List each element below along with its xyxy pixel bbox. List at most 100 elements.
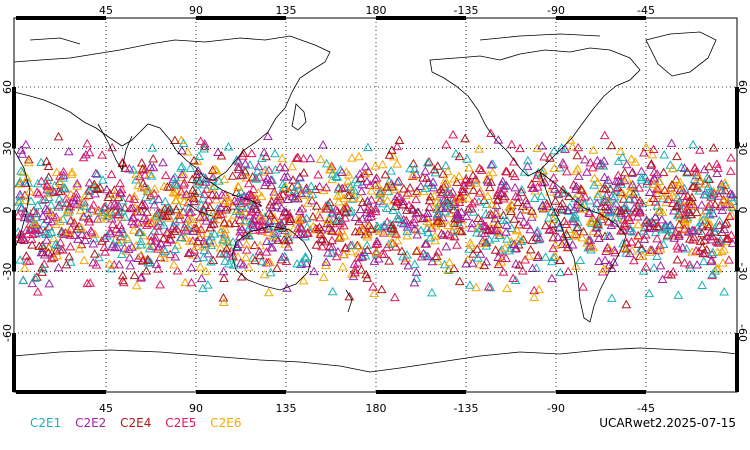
observation-marker <box>603 216 614 226</box>
observation-marker <box>107 219 118 229</box>
observation-marker <box>686 209 697 219</box>
observation-marker <box>63 146 74 156</box>
observation-marker <box>582 238 592 247</box>
observation-marker <box>406 219 416 229</box>
observation-marker <box>618 189 628 198</box>
observation-marker <box>415 181 426 191</box>
observation-marker <box>452 177 462 186</box>
observation-marker <box>409 224 420 233</box>
observation-marker <box>188 226 199 235</box>
observation-marker <box>45 207 56 217</box>
observation-marker <box>613 156 624 165</box>
observation-marker <box>177 145 187 155</box>
observation-marker <box>527 206 537 215</box>
observation-marker <box>248 225 258 234</box>
observation-marker <box>18 275 29 285</box>
observation-marker <box>151 211 162 220</box>
observation-marker <box>43 161 54 171</box>
observation-marker <box>362 196 373 205</box>
observation-marker <box>402 205 412 214</box>
observation-marker <box>65 257 76 266</box>
observation-marker <box>452 213 463 223</box>
observation-marker <box>79 191 90 201</box>
observation-marker <box>681 244 692 253</box>
observation-marker <box>502 234 512 243</box>
observation-marker <box>567 141 578 151</box>
observation-marker <box>212 210 223 219</box>
observation-marker <box>641 261 651 271</box>
observation-marker <box>236 271 247 281</box>
observation-marker <box>634 183 645 192</box>
observation-marker <box>573 222 583 231</box>
observation-marker <box>674 180 685 190</box>
observation-marker <box>240 215 251 225</box>
observation-marker <box>368 281 378 291</box>
observation-marker <box>370 203 381 213</box>
observation-marker <box>452 240 462 249</box>
observation-marker <box>88 182 99 191</box>
observation-marker <box>80 235 91 245</box>
observation-marker <box>480 209 491 219</box>
observation-marker <box>215 248 226 258</box>
observation-marker <box>102 208 113 218</box>
observation-marker <box>192 169 202 179</box>
observation-marker <box>127 203 138 212</box>
observation-marker <box>155 279 165 289</box>
observation-marker <box>354 151 364 161</box>
observation-marker <box>218 293 229 302</box>
observation-marker <box>712 168 722 178</box>
observation-marker <box>705 210 715 219</box>
observation-marker <box>523 251 534 260</box>
observation-marker <box>588 242 599 252</box>
observation-marker <box>230 218 240 228</box>
observation-marker <box>25 211 36 220</box>
observation-marker <box>319 204 330 213</box>
observation-marker <box>153 244 163 253</box>
observation-marker <box>100 233 110 243</box>
observation-marker <box>215 209 226 219</box>
observation-marker <box>402 188 413 197</box>
observation-marker <box>176 163 186 172</box>
legend-item-c2e2: C2E2 <box>75 416 107 430</box>
observation-marker <box>315 212 325 222</box>
observation-marker <box>648 144 659 154</box>
observation-marker <box>705 199 716 208</box>
lon-tick-label: 45 <box>99 402 113 415</box>
observation-marker <box>203 280 213 289</box>
observation-marker <box>649 179 659 189</box>
observation-marker <box>571 184 581 193</box>
observation-marker <box>500 166 511 176</box>
observation-marker <box>39 218 49 228</box>
observation-marker <box>326 248 337 258</box>
observation-marker <box>103 192 114 201</box>
observation-marker <box>663 194 674 204</box>
observation-marker <box>185 214 195 223</box>
observation-marker <box>211 194 222 204</box>
observation-marker <box>216 150 227 160</box>
observation-marker <box>377 187 387 196</box>
observation-marker <box>430 235 441 245</box>
observation-marker <box>380 169 391 179</box>
observation-marker <box>685 262 696 272</box>
observation-marker <box>335 232 346 241</box>
observation-marker <box>498 215 508 225</box>
observation-marker <box>577 232 588 242</box>
lat-tick-label: 60 <box>1 80 14 94</box>
observation-marker <box>15 191 26 201</box>
observation-marker <box>180 277 191 287</box>
observation-marker <box>127 242 137 251</box>
observation-marker <box>632 212 643 221</box>
observation-marker <box>509 239 520 248</box>
observation-marker <box>485 282 496 292</box>
observation-marker <box>637 251 648 261</box>
observation-marker <box>525 244 536 254</box>
observation-marker <box>633 239 644 248</box>
observation-marker <box>713 264 723 273</box>
observation-marker <box>236 198 246 208</box>
observation-marker <box>145 257 156 266</box>
observation-marker <box>266 175 276 184</box>
observation-marker <box>288 223 299 233</box>
legend-item-c2e5: C2E5 <box>165 416 197 430</box>
observation-marker <box>424 156 434 166</box>
observation-marker <box>725 166 736 175</box>
